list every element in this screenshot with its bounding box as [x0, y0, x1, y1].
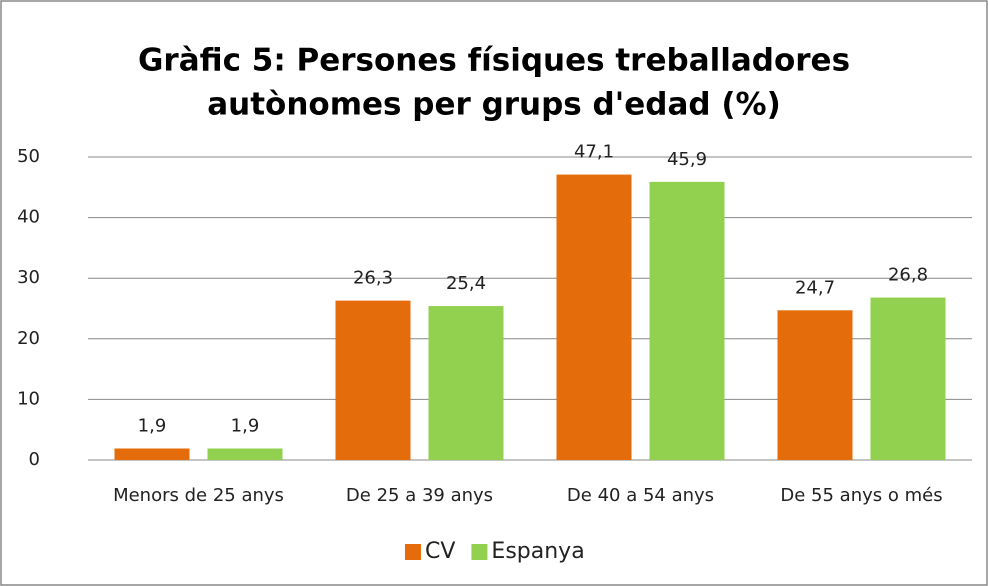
bar — [777, 310, 853, 460]
bar — [649, 181, 725, 460]
x-tick-label: De 40 a 54 anys — [567, 485, 714, 506]
x-tick-label: Menors de 25 anys — [113, 485, 284, 506]
data-label: 1,9 — [138, 415, 167, 436]
y-tick-label: 30 — [17, 267, 40, 288]
bar — [335, 300, 411, 460]
bar — [114, 448, 190, 460]
y-tick-label: 0 — [29, 449, 40, 470]
y-tick-label: 50 — [17, 146, 40, 167]
data-label: 1,9 — [231, 415, 260, 436]
y-tick-label: 40 — [17, 207, 40, 228]
y-tick-label: 20 — [17, 328, 40, 349]
legend-swatch — [405, 544, 421, 560]
data-label: 47,1 — [574, 142, 614, 163]
legend-label: Espanya — [491, 539, 584, 564]
data-label: 45,9 — [667, 149, 707, 170]
data-label: 26,8 — [888, 265, 928, 286]
legend-swatch — [471, 544, 488, 560]
data-label: 24,7 — [795, 277, 835, 298]
bar — [870, 297, 946, 460]
chart-title: autònomes per grups d'edad (%) — [207, 87, 781, 123]
bar — [428, 306, 504, 460]
bar — [207, 448, 283, 460]
x-tick-label: De 55 anys o més — [780, 485, 942, 506]
bar — [556, 174, 632, 460]
legend-label: CV — [425, 539, 455, 564]
data-label: 26,3 — [353, 268, 393, 289]
chart-title: Gràfic 5: Persones físiques treballadore… — [138, 43, 850, 79]
data-label: 25,4 — [446, 273, 486, 294]
x-tick-label: De 25 a 39 anys — [346, 485, 493, 506]
y-tick-label: 10 — [17, 388, 40, 409]
